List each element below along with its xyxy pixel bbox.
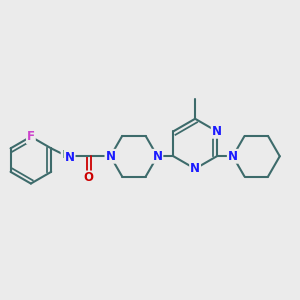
Text: N: N <box>190 162 200 175</box>
Text: F: F <box>27 130 35 143</box>
Text: O: O <box>84 172 94 184</box>
Text: N: N <box>212 125 222 138</box>
Text: N: N <box>228 150 238 163</box>
Text: N: N <box>152 150 162 163</box>
Text: N: N <box>64 151 75 164</box>
Text: H: H <box>61 150 71 160</box>
Text: N: N <box>106 150 116 163</box>
